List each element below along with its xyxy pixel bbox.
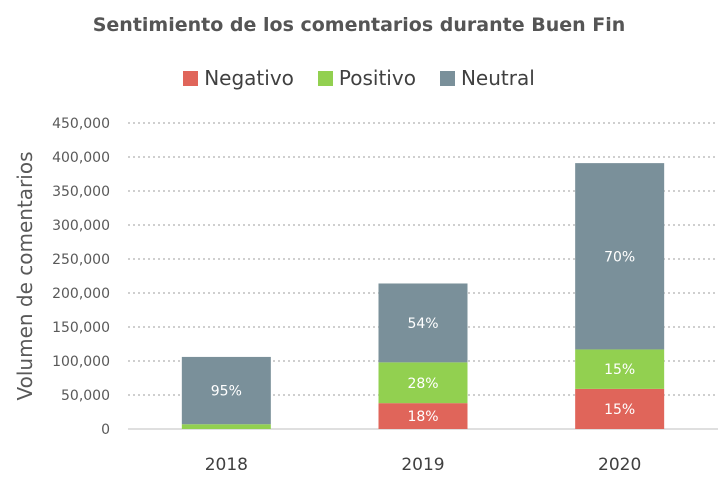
legend-item-positivo: Positivo [317, 66, 416, 90]
y-tick-label: 100,000 [52, 354, 110, 370]
data-label-neutral-2020: 70% [604, 249, 635, 265]
y-tick-label: 0 [101, 422, 110, 438]
bar-negativo-2019 [378, 403, 468, 429]
legend-item-negativo: Negativo [183, 66, 294, 90]
legend-label-positivo: Positivo [338, 66, 416, 90]
y-tick-label: 400,000 [52, 150, 110, 166]
legend-label-neutral: Neutral [460, 66, 535, 90]
y-tick-label: 450,000 [52, 116, 110, 132]
data-label-neutral-2018: 95% [211, 384, 242, 400]
bar-neutral-2019 [378, 283, 468, 363]
y-tick-label: 150,000 [52, 320, 110, 336]
y-tick-label: 300,000 [52, 218, 110, 234]
bar-positivo-2018 [181, 424, 271, 429]
legend-label-negativo: Negativo [204, 66, 294, 90]
x-tick-label: 2020 [598, 455, 641, 475]
bar-positivo-2020 [575, 349, 665, 389]
y-tick-label: 200,000 [52, 286, 110, 302]
bar-neutral-2018 [181, 356, 271, 425]
chart-title: Sentimiento de los comentarios durante B… [92, 14, 626, 36]
data-label-negativo-2019: 18% [407, 409, 438, 425]
data-label-positivo-2019: 28% [407, 376, 438, 392]
bar-positivo-2019 [378, 362, 468, 404]
legend-swatch-positivo [317, 70, 333, 86]
data-label-neutral-2019: 54% [407, 316, 438, 332]
legend-swatch-negativo [183, 70, 199, 86]
y-tick-label: 50,000 [61, 388, 110, 404]
bar-neutral-2020 [575, 163, 665, 350]
legend-swatch-neutral [439, 70, 455, 86]
x-tick-label: 2019 [401, 455, 444, 475]
data-label-positivo-2020: 15% [604, 362, 635, 378]
legend: Negativo Positivo Neutral [0, 66, 718, 90]
legend-item-neutral: Neutral [439, 66, 535, 90]
bar-negativo-2020 [575, 388, 665, 429]
y-tick-label: 250,000 [52, 252, 110, 268]
x-tick-label: 2018 [205, 455, 248, 475]
data-label-negativo-2020: 15% [604, 402, 635, 418]
y-tick-label: 350,000 [52, 184, 110, 200]
